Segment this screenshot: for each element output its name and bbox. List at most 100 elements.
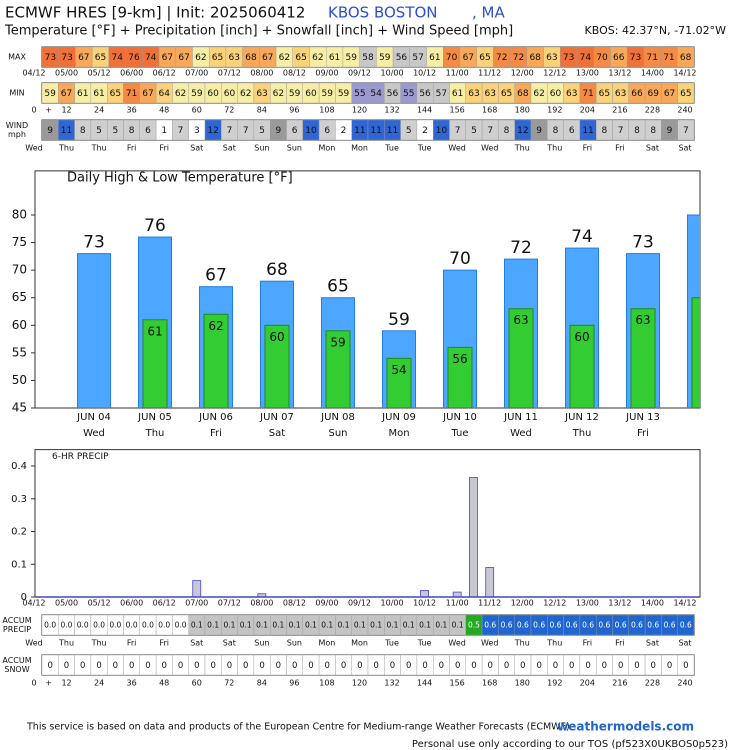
cell-value: 0.0 (93, 621, 105, 630)
cell-value: 73 (563, 53, 574, 63)
cell-value: 57 (436, 89, 447, 99)
cell-value: 62 (175, 89, 186, 99)
time-label: 12/12 (543, 69, 566, 78)
cell-value: 73 (630, 53, 641, 63)
cell-value: 74 (145, 53, 157, 63)
x-day-label: Wed (510, 428, 532, 439)
high-label: 68 (266, 260, 288, 280)
day-label: Thu (91, 144, 107, 153)
time-label: 12/12 (543, 599, 566, 608)
hour-label: 36 (127, 679, 137, 688)
cell-value: 0.1 (305, 621, 317, 630)
time-label: 14/00 (641, 599, 664, 608)
day-label: Sat (678, 639, 691, 648)
time-label: 09/12 (348, 69, 371, 78)
day-label: Wed (481, 144, 498, 153)
cell-value: 0 (602, 661, 607, 671)
low-bar (569, 324, 595, 408)
cell-value: 63 (485, 89, 496, 99)
x-tick-label: JUN 12 (564, 412, 599, 423)
cell-value: 8 (504, 126, 510, 136)
x-tick-label: JUN 11 (503, 412, 538, 423)
hour-label: 168 (482, 679, 497, 688)
day-label: Wed (448, 639, 465, 648)
cell-value: 72 (513, 53, 524, 63)
cell-value: 0.6 (484, 621, 496, 630)
day-label: Tue (384, 144, 399, 153)
y-tick-label: 60 (12, 318, 27, 332)
cell-value: 64 (159, 89, 171, 99)
y-tick-label: 0.3 (11, 494, 27, 505)
cell-value: 62 (240, 89, 251, 99)
cell-value: 0.1 (370, 621, 382, 630)
time-label: 05/00 (55, 599, 78, 608)
cell-value: 61 (77, 89, 88, 99)
time-label: 11/00 (446, 69, 469, 78)
time-label: 09/00 (315, 69, 338, 78)
cell-value: 57 (412, 53, 423, 63)
high-label: 67 (205, 266, 227, 286)
day-label: Thu (91, 639, 107, 648)
cell-value: 61 (429, 53, 440, 63)
subtitle: Temperature [°F] + Precipitation [inch] … (4, 24, 513, 39)
day-label: Thu (546, 639, 562, 648)
time-label: 05/00 (55, 69, 78, 78)
hour-label: 36 (127, 106, 137, 115)
cell-value: 59 (346, 53, 358, 63)
cell-value: 0.1 (240, 621, 252, 630)
low-bar (691, 297, 700, 408)
cell-value: 10 (305, 126, 317, 136)
cell-value: 6 (292, 126, 298, 136)
low-bar (508, 308, 534, 408)
low-label: 63 (513, 313, 528, 327)
hour-label: 48 (159, 106, 169, 115)
cell-value: 0.1 (338, 621, 350, 630)
cell-value: 65 (95, 53, 106, 63)
cell-value: 2 (341, 126, 347, 136)
time-label: 08/00 (250, 69, 273, 78)
bars (77, 214, 700, 408)
x-day-label: Sat (269, 428, 285, 439)
hour-label: 24 (94, 106, 104, 115)
cell-value: 60 (224, 89, 236, 99)
cell-value: 62 (273, 89, 284, 99)
hour-label: 120 (352, 106, 367, 115)
low-label: 54 (391, 363, 406, 377)
precip-bar (485, 567, 495, 598)
cell-value: 0.6 (501, 621, 513, 630)
cell-value: 0 (651, 661, 656, 671)
cell-value: 59 (338, 89, 350, 99)
x-tick-label: JUN 05 (137, 412, 172, 423)
cell-value: 54 (370, 89, 382, 99)
day-label: Tue (384, 639, 399, 648)
high-label: 74 (571, 227, 593, 247)
high-label: 59 (388, 310, 410, 330)
time-label: 14/00 (641, 69, 664, 78)
cell-value: 0 (162, 661, 167, 671)
time-label: 08/12 (283, 69, 306, 78)
cell-value: 69 (648, 89, 660, 99)
day-label: Wed (448, 144, 465, 153)
hour-label: 204 (580, 106, 595, 115)
cell-value: 0.5 (468, 621, 480, 630)
location: KBOS: 42.37°N, -71.02°W (585, 24, 727, 37)
low-label: 59 (330, 335, 345, 349)
low-label: 60 (574, 330, 589, 344)
cell-value: 7 (178, 126, 184, 136)
cell (677, 654, 695, 676)
time-label: 06/12 (153, 69, 176, 78)
precip-bar (192, 580, 202, 598)
hour-label: 132 (384, 679, 399, 688)
footer-site[interactable]: weathermodels.com (557, 720, 694, 734)
day-label: Tue (417, 144, 432, 153)
hour-label: 12 (61, 106, 71, 115)
cell-value: 9 (536, 126, 542, 136)
day-label: Mon (351, 144, 368, 153)
cell-value: 0.1 (403, 621, 415, 630)
day-label: Sun (254, 639, 269, 648)
cell-value: 7 (618, 126, 624, 136)
day-label: Fri (159, 144, 169, 153)
cell-value: 0.6 (566, 621, 578, 630)
cell-value: 0.0 (44, 621, 56, 630)
cell-value: 62 (279, 53, 290, 63)
